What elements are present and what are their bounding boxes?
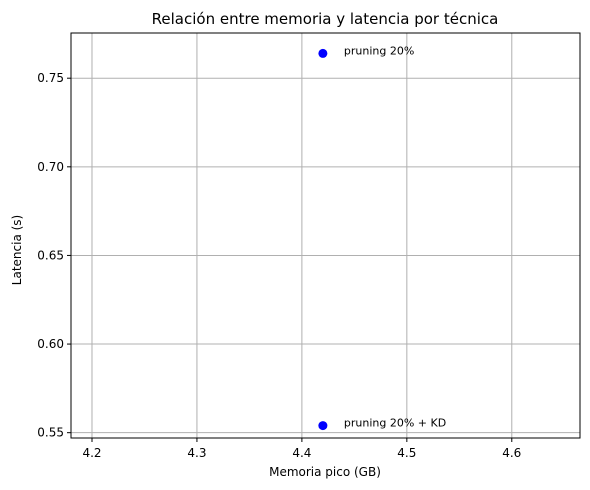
y-axis-label: Latencia (s) bbox=[10, 215, 24, 285]
x-tick-label: 4.6 bbox=[502, 446, 521, 460]
point-annotations: pruning 20% pruning 20% + KD bbox=[344, 44, 446, 429]
y-tick-label: 0.75 bbox=[37, 71, 64, 85]
data-point bbox=[318, 48, 328, 58]
y-tick-label: 0.70 bbox=[37, 160, 64, 174]
data-points bbox=[318, 48, 328, 431]
x-tick-label: 4.5 bbox=[397, 446, 416, 460]
data-point bbox=[318, 421, 328, 431]
x-tick-label: 4.4 bbox=[292, 446, 311, 460]
point-label: pruning 20% + KD bbox=[344, 417, 446, 430]
chart-title: Relación entre memoria y latencia por té… bbox=[152, 10, 499, 28]
point-label: pruning 20% bbox=[344, 44, 414, 57]
grid bbox=[71, 33, 580, 438]
y-tick-label: 0.55 bbox=[37, 426, 64, 440]
x-tick-label: 4.2 bbox=[82, 446, 101, 460]
y-tick-label: 0.65 bbox=[37, 248, 64, 262]
axis-ticks: 4.2 4.3 4.4 4.5 4.6 0.55 0.60 0.65 0.70 0.75 bbox=[37, 71, 521, 460]
plot-area-frame bbox=[70, 32, 581, 439]
x-axis-label: Memoria pico (GB) bbox=[269, 465, 381, 479]
y-tick-label: 0.60 bbox=[37, 337, 64, 351]
x-tick-label: 4.3 bbox=[187, 446, 206, 460]
